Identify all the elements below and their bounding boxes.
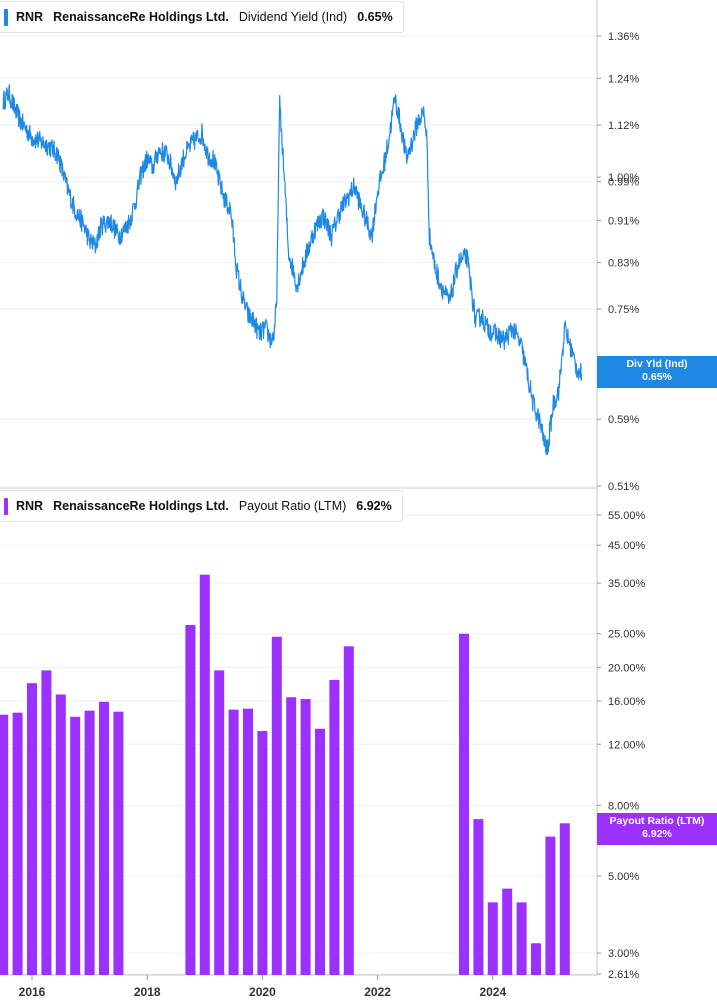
top-y-tick-label: 0.91% xyxy=(608,215,639,227)
bottom-y-tick-label: 20.00% xyxy=(608,662,646,674)
payout-bar xyxy=(329,679,340,975)
bottom-y-tick-label: 45.00% xyxy=(608,540,646,552)
current-payout-badge-value: 6.92% xyxy=(642,828,672,840)
payout-bar xyxy=(516,902,527,975)
x-tick-label: 2018 xyxy=(134,985,161,999)
x-tick-labels: 2016 2018 2020 2022 2024 xyxy=(19,975,506,999)
bottom-y-tick-label: 16.00% xyxy=(608,696,646,708)
top-legend-metric: Dividend Yield (Ind) xyxy=(238,10,348,24)
payout-bar xyxy=(459,633,469,975)
bottom-legend: RNR RenaissanceRe Holdings Ltd. Payout R… xyxy=(0,490,403,522)
top-legend-ticker: RNR xyxy=(16,10,44,24)
payout-bar xyxy=(286,697,297,975)
payout-bar xyxy=(300,699,311,975)
bottom-y-tick-label: 12.00% xyxy=(608,739,646,751)
payout-bar xyxy=(559,823,570,975)
top-y-tick-label: 1.36% xyxy=(608,31,639,43)
top-legend-value: 0.65% xyxy=(357,10,393,24)
payout-bar xyxy=(487,902,498,975)
bottom-legend-ticker: RNR xyxy=(16,499,44,513)
x-tick-label: 2016 xyxy=(19,985,46,999)
payout-bar xyxy=(228,709,239,975)
payout-bar xyxy=(41,670,52,975)
payout-bar xyxy=(214,670,225,975)
bottom-y-tick-labels: 55.00% 45.00% 35.00% 25.00% 20.00% 16.00% 12.0… xyxy=(597,510,646,981)
bottom-legend-swatch xyxy=(4,497,8,515)
payout-bar xyxy=(343,646,354,975)
payout-bar xyxy=(257,731,268,975)
top-legend-company: RenaissanceRe Holdings Ltd. xyxy=(53,10,229,24)
current-payout-badge: Payout Ratio (LTM) 6.92% xyxy=(597,813,717,845)
current-yield-badge: Div Yld (Ind) 0.65% xyxy=(597,356,717,388)
top-legend: RNR RenaissanceRe Holdings Ltd. Dividend… xyxy=(0,1,404,33)
top-y-tick-labels: 1.36% 1.24% 1.12% 1.00%0.99% 0.91% 0.83% 0.75%… xyxy=(597,31,639,493)
payout-bar xyxy=(99,701,109,975)
x-tick-label: 2020 xyxy=(249,985,276,999)
top-panel-gridlines xyxy=(0,35,597,487)
top-y-tick-label: 1.00% xyxy=(608,172,639,184)
bottom-y-tick-label: 3.00% xyxy=(608,948,639,960)
top-y-tick-label: 1.24% xyxy=(608,73,639,85)
current-yield-badge-value: 0.65% xyxy=(642,371,672,383)
bottom-y-tick-label: 55.00% xyxy=(608,510,646,522)
payout-bar xyxy=(243,708,253,975)
top-y-tick-label: 1.12% xyxy=(608,120,639,132)
payout-bar xyxy=(12,712,23,975)
payout-bar xyxy=(199,574,210,975)
current-yield-badge-label: Div Yld (Ind) xyxy=(626,358,688,370)
bottom-y-tick-label: 35.00% xyxy=(608,578,646,590)
bottom-y-tick-label: 5.00% xyxy=(608,871,639,883)
payout-bar xyxy=(545,836,556,975)
payout-bar xyxy=(84,710,95,975)
top-y-tick-label: 0.83% xyxy=(608,258,639,270)
bottom-legend-metric: Payout Ratio (LTM) xyxy=(238,499,347,513)
top-y-tick-label: 0.75% xyxy=(608,304,639,316)
x-tick-label: 2022 xyxy=(364,985,391,999)
top-legend-swatch xyxy=(4,8,8,26)
bottom-y-tick-label: 8.00% xyxy=(608,800,639,812)
bottom-y-tick-label: 2.61% xyxy=(608,969,639,981)
dividend-yield-line xyxy=(2,84,583,456)
top-y-tick-label: 0.99% xyxy=(608,177,639,189)
payout-bar xyxy=(502,888,513,975)
payout-bar xyxy=(531,943,541,975)
payout-bar xyxy=(185,624,196,975)
payout-bar xyxy=(70,716,81,975)
payout-ratio-bars xyxy=(0,574,570,975)
payout-bar xyxy=(473,819,484,975)
payout-bar xyxy=(113,711,124,975)
bottom-legend-value: 6.92% xyxy=(356,499,392,513)
payout-bar xyxy=(55,694,66,975)
payout-bar xyxy=(315,728,325,975)
payout-bar xyxy=(271,636,282,975)
bottom-legend-company: RenaissanceRe Holdings Ltd. xyxy=(53,499,229,513)
x-tick-label: 2024 xyxy=(479,985,506,999)
top-y-tick-label: 0.51% xyxy=(608,481,639,493)
payout-bar xyxy=(0,714,9,975)
current-payout-badge-label: Payout Ratio (LTM) xyxy=(609,815,705,827)
payout-bar xyxy=(27,683,37,975)
bottom-y-tick-label: 25.00% xyxy=(608,629,646,641)
top-y-tick-label: 0.59% xyxy=(608,414,639,426)
